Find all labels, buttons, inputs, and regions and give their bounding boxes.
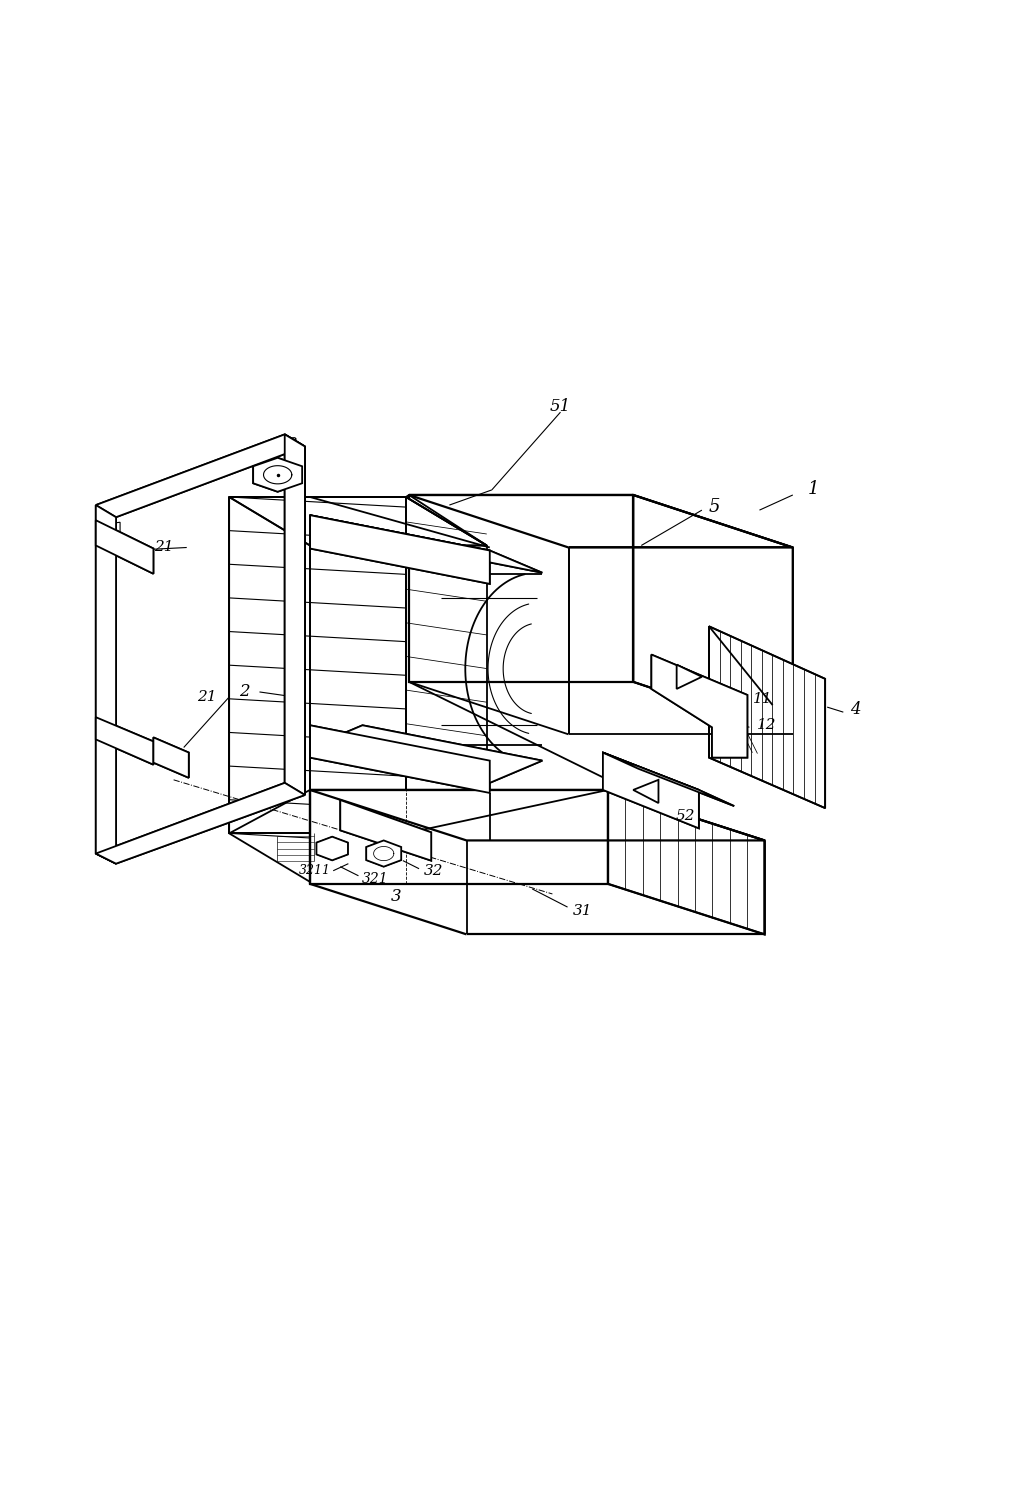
Polygon shape [409,495,793,547]
Polygon shape [310,789,765,840]
Text: 11: 11 [753,692,772,706]
Polygon shape [603,752,734,806]
Text: 1: 1 [807,480,819,498]
Polygon shape [709,626,825,809]
Text: 3: 3 [390,888,401,906]
Polygon shape [229,496,406,833]
Polygon shape [310,789,608,884]
Text: 4: 4 [850,701,861,718]
Polygon shape [310,725,543,783]
Polygon shape [285,435,305,795]
Polygon shape [96,783,305,864]
Polygon shape [409,495,633,682]
Polygon shape [633,780,658,803]
Text: 3211: 3211 [299,864,331,878]
Polygon shape [96,520,154,574]
Polygon shape [608,789,765,934]
Text: 32: 32 [424,864,443,878]
Text: 12: 12 [757,718,776,733]
Text: 321: 321 [362,872,389,887]
Text: 2: 2 [239,683,250,701]
Polygon shape [96,435,305,517]
Text: 31: 31 [573,904,593,918]
Polygon shape [633,495,793,736]
Polygon shape [340,800,431,861]
Polygon shape [310,516,489,585]
Text: 5: 5 [709,498,720,516]
Polygon shape [310,725,489,792]
Text: 21: 21 [154,541,173,555]
Text: 52: 52 [676,809,695,824]
Polygon shape [316,837,348,860]
Polygon shape [677,665,701,689]
Polygon shape [310,516,543,573]
Polygon shape [603,752,698,828]
Polygon shape [367,840,401,867]
Polygon shape [154,737,188,777]
Polygon shape [96,718,154,764]
Text: 51: 51 [550,398,571,414]
Polygon shape [651,655,748,758]
Text: 21: 21 [198,691,217,704]
Polygon shape [253,457,302,492]
Text: 3: 3 [287,437,297,453]
Polygon shape [229,496,486,546]
Polygon shape [96,505,116,864]
